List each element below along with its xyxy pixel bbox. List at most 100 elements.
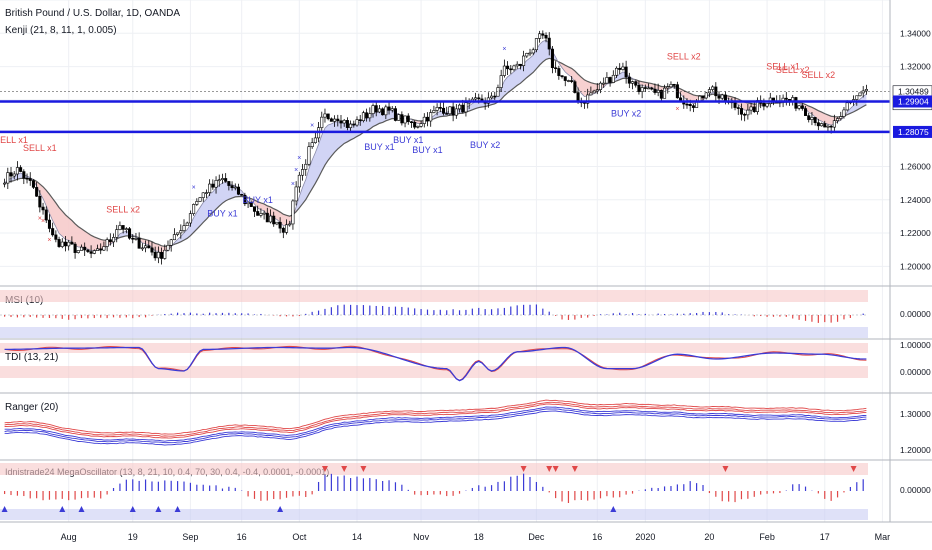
candle-body [6, 172, 10, 184]
candle-body [236, 186, 240, 195]
candle-body [816, 122, 820, 127]
mega-up-triangle [610, 506, 617, 512]
candle-body [108, 239, 112, 243]
candle-body [182, 225, 186, 231]
candle-body [659, 90, 663, 99]
candle-body [605, 77, 609, 84]
candle-body [618, 67, 622, 70]
candle-body [28, 178, 32, 181]
candle-body [749, 106, 753, 111]
mega-up-triangle [78, 506, 85, 512]
x-tick-label: 17 [820, 532, 830, 542]
candle-body [25, 177, 29, 180]
y-tick-label: 1.20000 [900, 261, 931, 271]
candle-body [336, 118, 340, 122]
candle-body [275, 221, 279, 225]
mega-down-triangle [722, 466, 729, 472]
mega-up-triangle [155, 506, 162, 512]
candle-body [313, 137, 317, 143]
candle-body [855, 95, 859, 100]
candle-body [499, 75, 503, 88]
candle-body [461, 104, 465, 113]
candle-body [201, 192, 205, 198]
candle-body [31, 180, 35, 188]
candle-body [3, 182, 7, 185]
candle-body [349, 123, 353, 128]
mega-lower-zone [0, 509, 868, 520]
candle-body [586, 94, 590, 104]
candle-body [515, 63, 519, 67]
candle-body [220, 178, 224, 181]
candle-body [736, 107, 740, 109]
candle-body [595, 89, 599, 92]
candle-body [198, 197, 202, 202]
chart-title: British Pound / U.S. Dollar, 1D, OANDA [5, 8, 180, 19]
ranger-line [4, 410, 867, 446]
indicator-panes [0, 285, 932, 523]
mega-down-triangle [520, 466, 527, 472]
candle-body [627, 76, 631, 84]
chart-grid [0, 0, 890, 522]
candle-body [672, 84, 676, 86]
price-label: 1.29904 [898, 96, 929, 106]
candle-body [858, 92, 862, 97]
candle-body [643, 87, 647, 89]
horizontal-levels[interactable] [0, 91, 890, 134]
mega-down-triangle [321, 466, 328, 472]
candle-body [105, 239, 109, 247]
candle-body [477, 97, 481, 100]
candle-body [89, 251, 93, 254]
candle-body [345, 120, 349, 128]
indicator-label: Kenji (21, 8, 11, 1, 0.005) [5, 25, 117, 36]
buy-signal-label: BUY x2 [470, 140, 500, 150]
candle-body [390, 108, 394, 111]
candle-body [419, 123, 423, 127]
kenji-band [139, 237, 175, 254]
candle-body [169, 239, 173, 246]
candle-body [60, 241, 64, 247]
ranger-line [4, 399, 867, 435]
candle-body [262, 212, 266, 215]
candle-body [538, 33, 542, 39]
candle-body [73, 243, 77, 253]
candle-body [794, 97, 798, 109]
candle-body [214, 180, 218, 188]
candle-body [35, 187, 39, 197]
candle-body [413, 121, 417, 128]
candle-body [451, 106, 455, 116]
candle-body [320, 116, 324, 128]
candle-body [807, 115, 811, 120]
candle-body [445, 113, 449, 115]
candle-body [377, 108, 381, 113]
candle-body [541, 33, 545, 36]
candle-body [669, 84, 673, 88]
x-tick-label: Aug [61, 532, 77, 542]
y-tick-label: 0.00000 [900, 309, 931, 319]
candle-body [41, 206, 45, 211]
kenji-band [296, 109, 412, 212]
mega-down-triangle [552, 466, 559, 472]
candle-body [166, 244, 170, 251]
ranger-line [4, 403, 867, 439]
candle-body [534, 38, 538, 51]
candle-body [550, 48, 554, 69]
candle-body [663, 87, 667, 99]
candle-body [358, 119, 362, 122]
kenji-band [635, 79, 710, 104]
candle-body [79, 246, 84, 251]
candle-body [342, 120, 346, 124]
candle-body [368, 113, 372, 119]
candle-body [291, 200, 295, 225]
candle-body [454, 108, 458, 116]
candle-body [464, 102, 468, 113]
sell-star-marker: × [675, 106, 679, 113]
tdi-lower-zone [0, 366, 868, 378]
mega-up-triangle [1, 506, 8, 512]
y-tick-label: 1.00000 [900, 340, 931, 350]
candle-body [124, 228, 128, 230]
mega-down-triangle [850, 466, 857, 472]
ranger-line [4, 408, 867, 444]
sell-signal-label: SELL x1 [766, 62, 800, 72]
